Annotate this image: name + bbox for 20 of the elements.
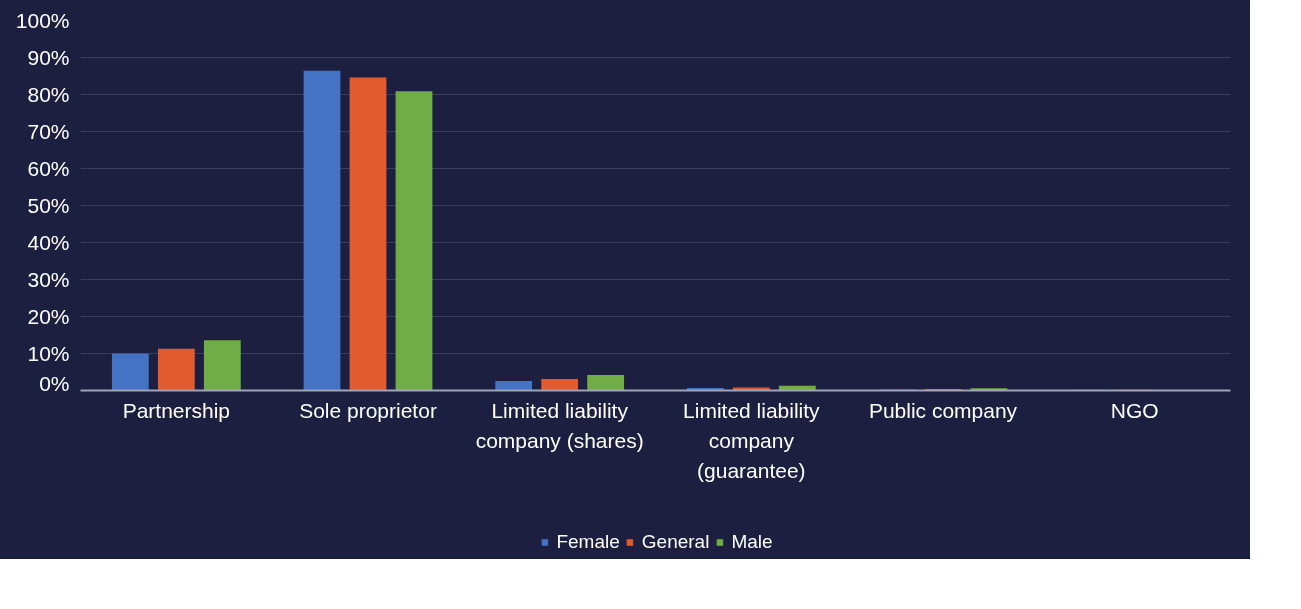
x-tick-label: Sole proprietor	[299, 399, 437, 423]
x-tick-label: Limited liability company (shares)	[475, 399, 644, 453]
y-tick-label: 100%	[15, 9, 70, 32]
y-tick-label: 20%	[27, 305, 70, 328]
y-tick-label: 90%	[27, 46, 70, 69]
legend-label: Male	[731, 531, 773, 553]
x-tick-label: Limited liability company (guarantee)	[683, 399, 821, 483]
y-tick-label: 80%	[27, 83, 70, 106]
legend-label: General	[641, 531, 710, 553]
y-tick-label: 10%	[27, 342, 70, 365]
y-tick-label: 40%	[27, 231, 70, 254]
y-tick-label: 30%	[27, 268, 70, 291]
y-tick-label: 50%	[27, 194, 70, 217]
x-tick-label: Partnership	[122, 399, 231, 423]
x-tick-label: Public company	[868, 399, 1018, 423]
y-tick-label: 60%	[27, 157, 70, 180]
x-tick-label: NGO	[1110, 399, 1159, 423]
y-tick-label: 70%	[27, 120, 70, 143]
legend-label: Female	[556, 531, 620, 553]
y-tick-label: 0%	[39, 371, 70, 395]
